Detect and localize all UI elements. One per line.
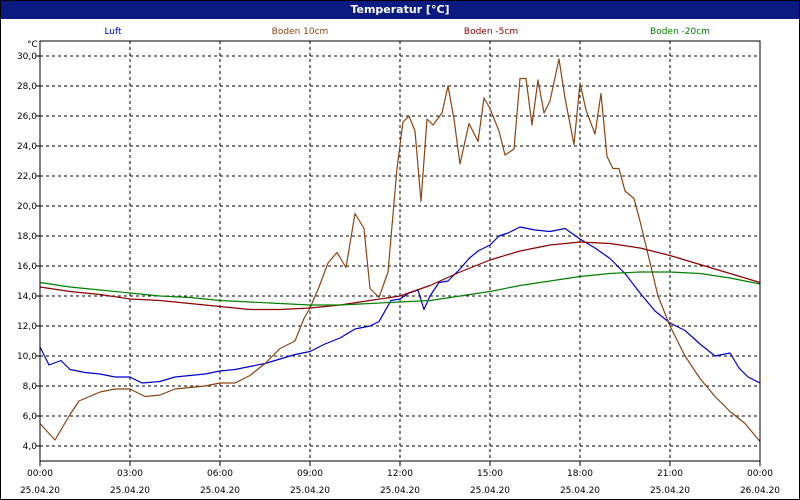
series-line-boden-5cm [39, 241, 761, 311]
y-axis-ticks: 4,0 6,0 8,0 10,0 12,0 14,0 16,0 18,0 20,0 22,0 24,… [17, 52, 40, 452]
y-tick-label: 14,0 [17, 292, 37, 302]
y-tick-label: 4,0 [23, 442, 38, 452]
y-tick-label: 30,0 [17, 52, 37, 62]
x-tick-date: 26.04.20 [740, 486, 780, 496]
x-tick-time: 18:00 [567, 469, 593, 479]
x-axis-ticks: 00:00 25.04.20 03:00 25.04.20 06:00 25.04.20 0… [20, 461, 780, 496]
legend-item: Boden -20cm [650, 27, 710, 37]
series-line-boden-20cm [39, 271, 761, 306]
x-tick-date: 25.04.20 [200, 486, 240, 496]
series-lines [39, 58, 761, 442]
y-axis-unit: °C [27, 40, 38, 50]
series-line-boden-10cm [39, 58, 761, 442]
x-tick-date: 25.04.20 [290, 486, 330, 496]
x-tick-date: 25.04.20 [110, 486, 150, 496]
x-tick-date: 25.04.20 [650, 486, 690, 496]
x-tick-time: 21:00 [657, 469, 683, 479]
x-tick-time: 00:00 [27, 469, 53, 479]
y-tick-label: 16,0 [17, 262, 37, 272]
window-title: Temperatur [°C] [1, 1, 799, 19]
y-tick-label: 20,0 [17, 202, 37, 212]
x-tick-date: 25.04.20 [470, 486, 510, 496]
y-tick-label: 8,0 [23, 382, 38, 392]
y-tick-label: 6,0 [23, 412, 38, 422]
x-tick-time: 03:00 [117, 469, 143, 479]
x-tick-date: 25.04.20 [20, 486, 60, 496]
x-tick-date: 25.04.20 [560, 486, 600, 496]
x-tick-date: 25.04.20 [380, 486, 420, 496]
x-tick-time: 09:00 [297, 469, 323, 479]
x-tick-time: 12:00 [387, 469, 413, 479]
x-tick-time: 06:00 [207, 469, 233, 479]
legend-item: Boden -5cm [464, 27, 518, 37]
y-tick-label: 24,0 [17, 142, 37, 152]
grid-lines [40, 41, 760, 461]
legend-item: Boden 10cm [272, 27, 329, 37]
x-tick-time: 00:00 [747, 469, 773, 479]
x-tick-time: 15:00 [477, 469, 503, 479]
y-tick-label: 26,0 [17, 112, 37, 122]
y-tick-label: 28,0 [17, 82, 37, 92]
legend-item: Luft [104, 27, 122, 37]
y-tick-label: 18,0 [17, 232, 37, 242]
y-tick-label: 22,0 [17, 172, 37, 182]
y-tick-label: 10,0 [17, 352, 37, 362]
legend: Luft Boden 10cm Boden -5cm Boden -20cm [104, 27, 710, 37]
y-tick-label: 12,0 [17, 322, 37, 332]
